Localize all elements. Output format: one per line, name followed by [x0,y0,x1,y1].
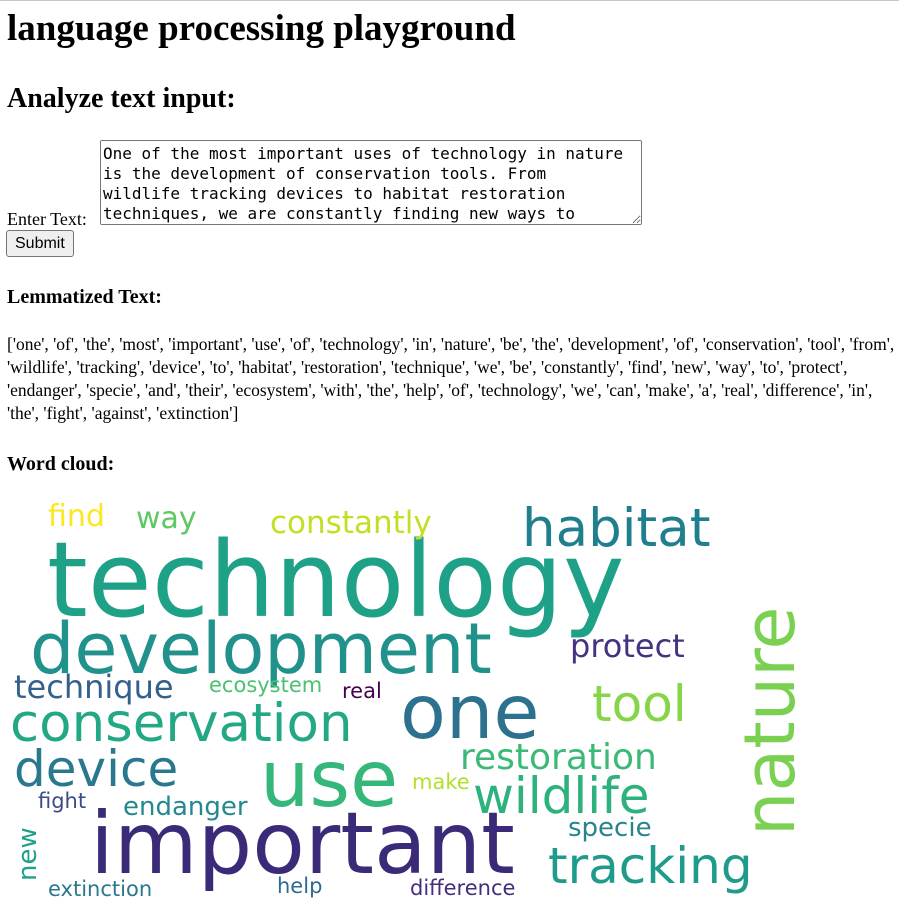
cloud-word-endanger: endanger [123,792,248,822]
text-input[interactable]: One of the most important uses of techno… [100,140,642,225]
cloud-word-development: development [30,608,492,690]
cloud-word-habitat: habitat [522,498,710,559]
cloud-word-fight: fight [38,789,86,813]
cloud-word-protect: protect [570,627,685,665]
cloud-word-ecosystem: ecosystem [209,673,322,697]
cloud-word-one: one [400,668,540,756]
cloud-word-wildlife: wildlife [473,767,650,825]
enter-text-label: Enter Text: [7,209,87,229]
cloud-word-tracking: tracking [548,837,753,895]
cloud-word-way: way [136,501,197,536]
cloud-word-make: make [412,770,470,794]
cloud-word-important: important [90,794,515,894]
cloud-word-find: find [48,499,105,534]
cloud-word-tool: tool [592,675,687,733]
submit-button[interactable]: Submit [6,230,74,257]
word-cloud-image: technology development important nature … [10,498,810,901]
cloud-word-conservation: conservation [10,693,353,754]
cloud-word-real: real [342,679,382,703]
cloud-word-device: device [14,740,178,798]
cloud-word-new: new [13,827,43,881]
cloud-word-help: help [277,874,322,898]
lemmatized-output: ['one', 'of', 'the', 'most', 'important'… [7,334,895,423]
section-title: Analyze text input: [7,83,236,114]
page-title: language processing playground [7,8,516,49]
lemmatized-heading: Lemmatized Text: [7,286,162,308]
cloud-word-restoration: restoration [460,737,657,778]
cloud-word-constantly: constantly [270,505,432,541]
cloud-word-technology: technology [47,519,624,641]
cloud-word-nature: nature [729,607,810,836]
cloud-word-difference: difference [410,876,515,900]
word-cloud-heading: Word cloud: [7,453,115,475]
cloud-word-specie: specie [568,813,652,843]
cloud-word-technique: technique [14,668,174,706]
cloud-word-extinction: extinction [48,877,152,901]
cloud-word-use: use [260,735,398,825]
